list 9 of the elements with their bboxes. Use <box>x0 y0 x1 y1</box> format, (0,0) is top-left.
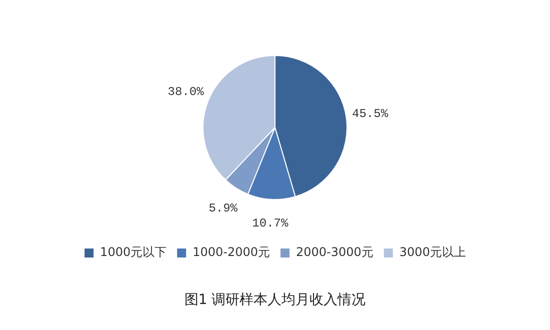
data-label: 10.7% <box>252 216 289 231</box>
data-label: 5.9% <box>208 201 238 216</box>
legend-label: 1000-2000元 <box>192 245 270 260</box>
legend-label: 2000-3000元 <box>296 245 374 260</box>
legend-label: 3000元以上 <box>399 245 466 260</box>
data-label: 38.0% <box>168 85 205 100</box>
text: 图1 调研样本人均月收入情况 <box>183 291 367 309</box>
legend-label: 1000元以下 <box>100 245 167 260</box>
data-label: 45.5% <box>352 107 389 122</box>
